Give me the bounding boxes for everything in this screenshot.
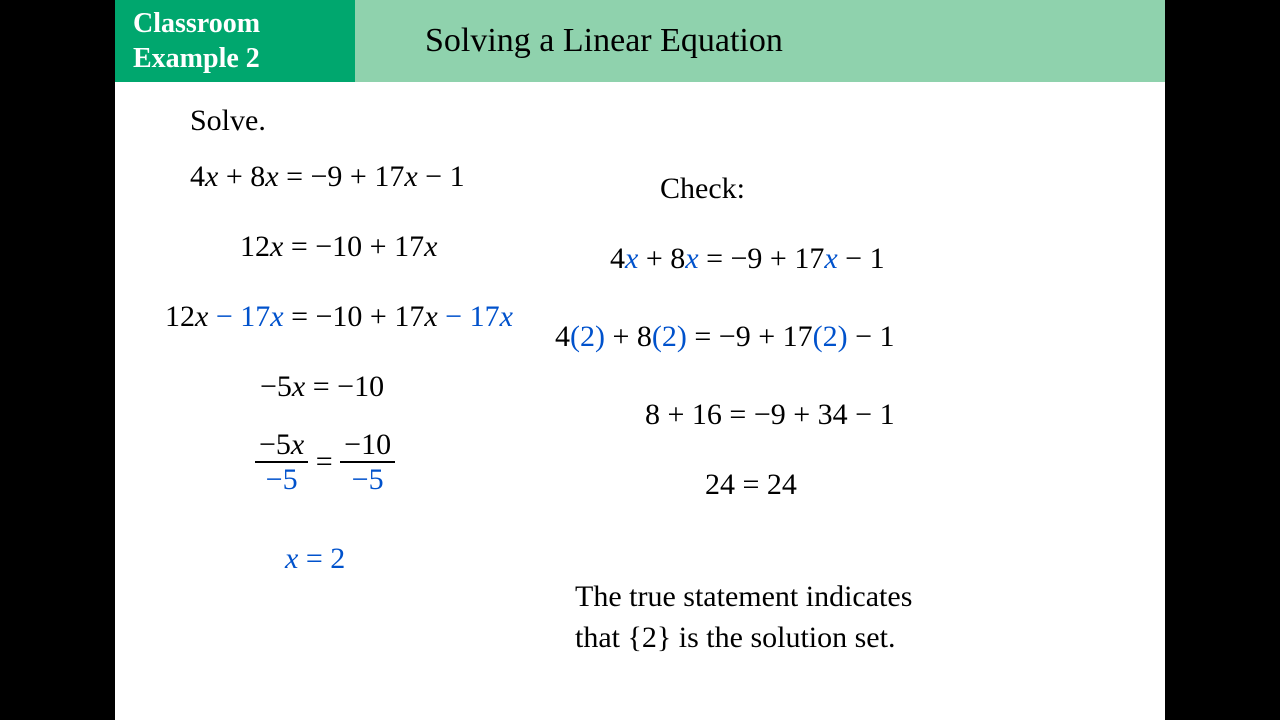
eq2-mid: = −10 + 17 (283, 230, 424, 263)
r2-b: (2) (570, 320, 605, 353)
eq1-b: + 8 (218, 160, 265, 193)
header-title: Solving a Linear Equation (355, 0, 1165, 82)
var-x: x (265, 160, 278, 193)
header-badge: Classroom Example 2 (115, 0, 355, 82)
r1-b: + 8 (638, 242, 685, 275)
var-x: x (424, 230, 437, 263)
r2-e: = −9 + 17 (687, 320, 813, 353)
eq-step2: 12x = −10 + 17x (240, 230, 437, 264)
r1-c: = −9 + 17 (699, 242, 825, 275)
eq4-pre: −5 (260, 370, 292, 403)
conclusion-line1: The true statement indicates (575, 577, 912, 618)
eq3-c: = −10 + 17 (284, 300, 425, 333)
var-x: x (195, 300, 208, 333)
var-x: x (625, 242, 638, 275)
slide-header: Classroom Example 2 Solving a Linear Equ… (115, 0, 1165, 82)
r2-a: 4 (555, 320, 570, 353)
var-x: x (500, 300, 513, 333)
r2-c: + 8 (605, 320, 652, 353)
eq2-pre: 12 (240, 230, 270, 263)
eq1-a: 4 (190, 160, 205, 193)
frac-num-left-a: −5 (259, 428, 291, 461)
check-eq2: 4(2) + 8(2) = −9 + 17(2) − 1 (555, 320, 895, 354)
r1-a: 4 (610, 242, 625, 275)
conclusion: The true statement indicates that {2} is… (575, 577, 912, 658)
eq1-d: − 1 (418, 160, 465, 193)
header-badge-line1: Classroom (133, 6, 337, 41)
check-eq3: 8 + 16 = −9 + 34 − 1 (645, 398, 895, 432)
check-eq4: 24 = 24 (705, 468, 797, 502)
check-label: Check: (660, 172, 745, 206)
var-x: x (291, 428, 304, 461)
var-x: x (270, 230, 283, 263)
eq3-a: 12 (165, 300, 195, 333)
var-x: x (270, 300, 283, 333)
solution-x: x (285, 542, 298, 575)
r2-g: − 1 (848, 320, 895, 353)
eq3-d: − 17 (438, 300, 500, 333)
eq-step4: −5x = −10 (260, 370, 384, 404)
header-badge-line2: Example 2 (133, 41, 337, 76)
frac-den-right: −5 (340, 463, 395, 496)
var-x: x (404, 160, 417, 193)
conclusion-line2: that {2} is the solution set. (575, 618, 912, 659)
frac-eq: = (316, 445, 340, 478)
r2-f: (2) (813, 320, 848, 353)
slide: Classroom Example 2 Solving a Linear Equ… (115, 0, 1165, 720)
r2-d: (2) (652, 320, 687, 353)
eq-step3: 12x − 17x = −10 + 17x − 17x (165, 300, 513, 334)
fraction-right: −10 −5 (340, 428, 395, 496)
r1-d: − 1 (838, 242, 885, 275)
var-x: x (424, 300, 437, 333)
fraction-left: −5x −5 (255, 428, 308, 496)
frac-num-right: −10 (340, 428, 395, 463)
var-x: x (292, 370, 305, 403)
var-x: x (824, 242, 837, 275)
check-eq1: 4x + 8x = −9 + 17x − 1 (610, 242, 885, 276)
eq3-b: − 17 (208, 300, 270, 333)
var-x: x (685, 242, 698, 275)
frac-num-left: −5x (255, 428, 308, 463)
solve-label: Solve. (190, 104, 266, 138)
eq-solution: x = 2 (285, 542, 345, 576)
var-x: x (205, 160, 218, 193)
eq-step1: 4x + 8x = −9 + 17x − 1 (190, 160, 465, 194)
solution-val: = 2 (298, 542, 345, 575)
slide-body: Solve. 4x + 8x = −9 + 17x − 1 12x = −10 … (115, 82, 1165, 720)
frac-den-left: −5 (255, 463, 308, 496)
eq-step5-fraction: −5x −5 = −10 −5 (255, 428, 395, 496)
eq1-c: = −9 + 17 (279, 160, 405, 193)
eq4-post: = −10 (305, 370, 384, 403)
